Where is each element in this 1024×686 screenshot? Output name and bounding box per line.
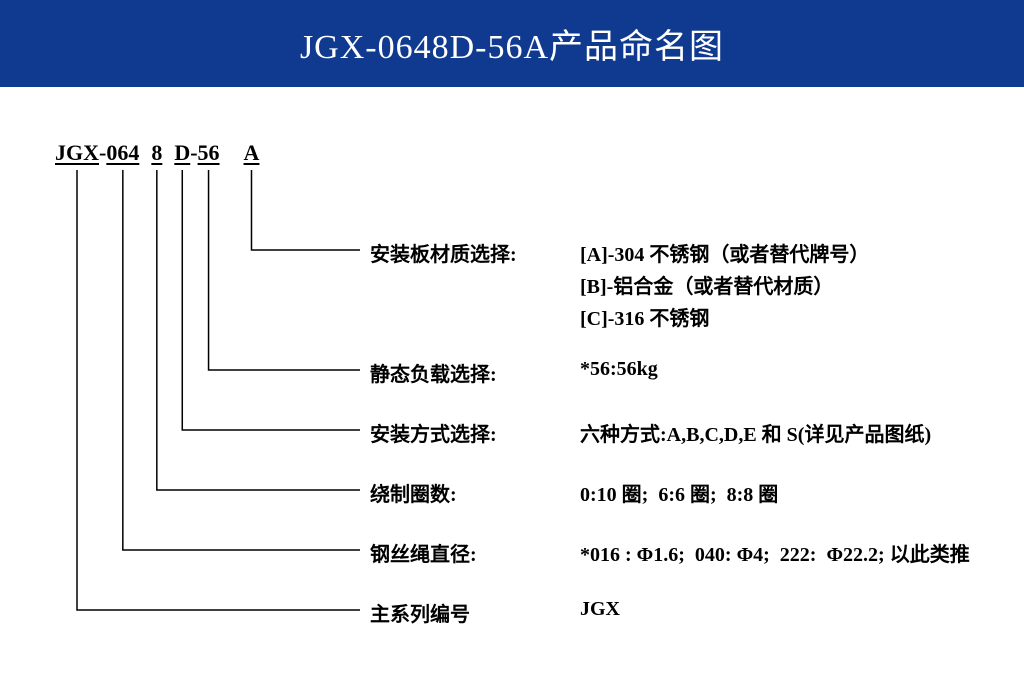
row-value-2-0: 六种方式:A,B,C,D,E 和 S(详见产品图纸) <box>580 418 931 447</box>
connector-lines <box>0 120 1024 686</box>
title-header: JGX-0648D-56A产品命名图 <box>0 0 1024 87</box>
row-label-5: 主系列编号 <box>370 598 470 627</box>
row-value-1-0: *56:56kg <box>580 358 658 381</box>
row-label-3: 绕制圈数: <box>370 478 457 507</box>
row-value-5-0: JGX <box>580 598 620 621</box>
row-value-0-0: [A]-304 不锈钢（或者替代牌号） <box>580 238 869 267</box>
row-label-1: 静态负载选择: <box>370 358 497 387</box>
diagram-area: JGX-064 8 D-56 A 安装板材质选择:[A]-304 不锈钢（或者替… <box>0 120 1024 686</box>
connector-3 <box>157 170 360 490</box>
connector-4 <box>123 170 360 550</box>
connector-5 <box>77 170 360 610</box>
row-label-0: 安装板材质选择: <box>370 238 517 267</box>
row-value-3-0: 0:10 圈; 6:6 圈; 8:8 圈 <box>580 478 778 507</box>
connector-1 <box>209 170 360 370</box>
row-value-0-2: [C]-316 不锈钢 <box>580 302 709 331</box>
title-text: JGX-0648D-56A产品命名图 <box>300 19 724 68</box>
row-value-4-0: *016 : Φ1.6; 040: Φ4; 222: Φ22.2; 以此类推 <box>580 538 970 567</box>
row-label-4: 钢丝绳直径: <box>370 538 477 567</box>
row-value-0-1: [B]-铝合金（或者替代材质） <box>580 270 833 299</box>
row-label-2: 安装方式选择: <box>370 418 497 447</box>
connector-0 <box>251 170 360 250</box>
